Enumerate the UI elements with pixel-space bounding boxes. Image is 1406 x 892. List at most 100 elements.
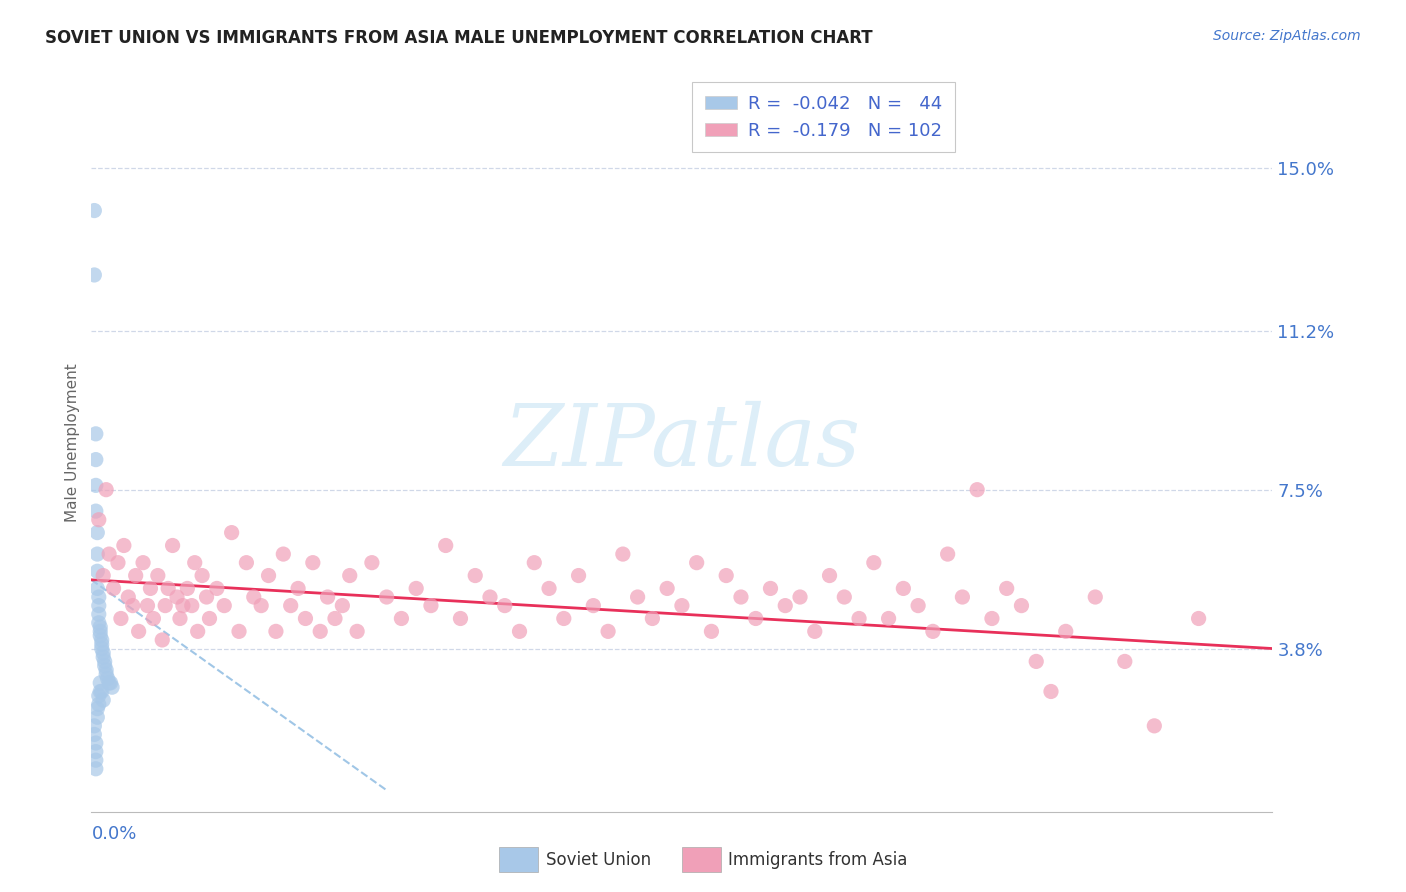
Point xyxy=(112,539,135,553)
Text: Source: ZipAtlas.com: Source: ZipAtlas.com xyxy=(1213,29,1361,43)
Point xyxy=(103,582,125,596)
Point xyxy=(346,624,368,639)
Point xyxy=(1084,590,1107,604)
Point xyxy=(323,611,346,625)
Point xyxy=(89,684,111,698)
Point xyxy=(655,582,678,596)
Point xyxy=(84,736,107,750)
Point xyxy=(1143,719,1166,733)
Point xyxy=(98,547,121,561)
Point xyxy=(818,568,841,582)
Point xyxy=(568,568,591,582)
Point xyxy=(117,590,139,604)
Point xyxy=(142,611,165,625)
Point xyxy=(273,547,295,561)
Point xyxy=(86,582,108,596)
Point xyxy=(96,667,118,681)
Point xyxy=(332,599,354,613)
Point xyxy=(494,599,516,613)
Point xyxy=(221,525,243,540)
Point xyxy=(1187,611,1209,625)
Point xyxy=(862,556,886,570)
Point xyxy=(195,590,218,604)
Point xyxy=(936,547,959,561)
Point xyxy=(907,599,929,613)
Point xyxy=(627,590,650,604)
Point xyxy=(153,599,177,613)
Point xyxy=(257,568,280,582)
Legend: R =  -0.042   N =   44, R =  -0.179   N = 102: R = -0.042 N = 44, R = -0.179 N = 102 xyxy=(692,82,955,153)
Point xyxy=(789,590,811,604)
Point xyxy=(83,268,105,282)
Point xyxy=(287,582,309,596)
Point xyxy=(1054,624,1077,639)
Point xyxy=(86,701,108,715)
Text: Immigrants from Asia: Immigrants from Asia xyxy=(728,851,908,869)
Point xyxy=(509,624,531,639)
Point xyxy=(84,452,107,467)
Point xyxy=(128,624,150,639)
Point xyxy=(87,590,110,604)
Point xyxy=(180,599,202,613)
Point xyxy=(294,611,316,625)
Point xyxy=(96,483,118,497)
Point xyxy=(405,582,427,596)
Point xyxy=(360,556,382,570)
Point xyxy=(700,624,723,639)
Point xyxy=(804,624,827,639)
Point xyxy=(110,611,132,625)
Point xyxy=(107,556,129,570)
Point xyxy=(773,599,796,613)
Point xyxy=(596,624,619,639)
Point xyxy=(641,611,664,625)
Point xyxy=(523,556,546,570)
Point xyxy=(464,568,486,582)
Point xyxy=(187,624,209,639)
Point xyxy=(1025,655,1047,669)
Point xyxy=(172,599,194,613)
Point xyxy=(169,611,191,625)
Point xyxy=(90,684,112,698)
Point xyxy=(893,582,915,596)
Point xyxy=(316,590,339,604)
Point xyxy=(84,745,107,759)
Point xyxy=(83,727,105,741)
Point xyxy=(176,582,198,596)
Point xyxy=(87,689,110,703)
Point xyxy=(450,611,472,625)
Point xyxy=(966,483,988,497)
Point xyxy=(537,582,560,596)
Point xyxy=(162,539,184,553)
Point xyxy=(745,611,768,625)
Point xyxy=(86,547,108,561)
Point xyxy=(87,698,110,712)
Point xyxy=(730,590,752,604)
Point xyxy=(243,590,266,604)
Point xyxy=(91,650,114,665)
Point xyxy=(250,599,273,613)
Point xyxy=(96,663,118,677)
Point xyxy=(90,641,112,656)
Point xyxy=(685,556,707,570)
Point xyxy=(86,564,108,578)
Point xyxy=(191,568,214,582)
Y-axis label: Male Unemployment: Male Unemployment xyxy=(65,363,80,522)
Point xyxy=(389,611,413,625)
Text: Soviet Union: Soviet Union xyxy=(546,851,651,869)
Point xyxy=(91,693,114,707)
Point xyxy=(121,599,143,613)
Text: ZIPatlas: ZIPatlas xyxy=(503,401,860,483)
Point xyxy=(981,611,1004,625)
Point xyxy=(90,637,112,651)
Point xyxy=(150,632,173,647)
Point xyxy=(264,624,287,639)
Point xyxy=(97,672,120,686)
Point xyxy=(922,624,945,639)
Point xyxy=(582,599,605,613)
Point xyxy=(83,719,105,733)
Point xyxy=(91,646,114,660)
Point xyxy=(434,539,457,553)
Point xyxy=(166,590,188,604)
Point xyxy=(235,556,257,570)
Point xyxy=(87,599,110,613)
